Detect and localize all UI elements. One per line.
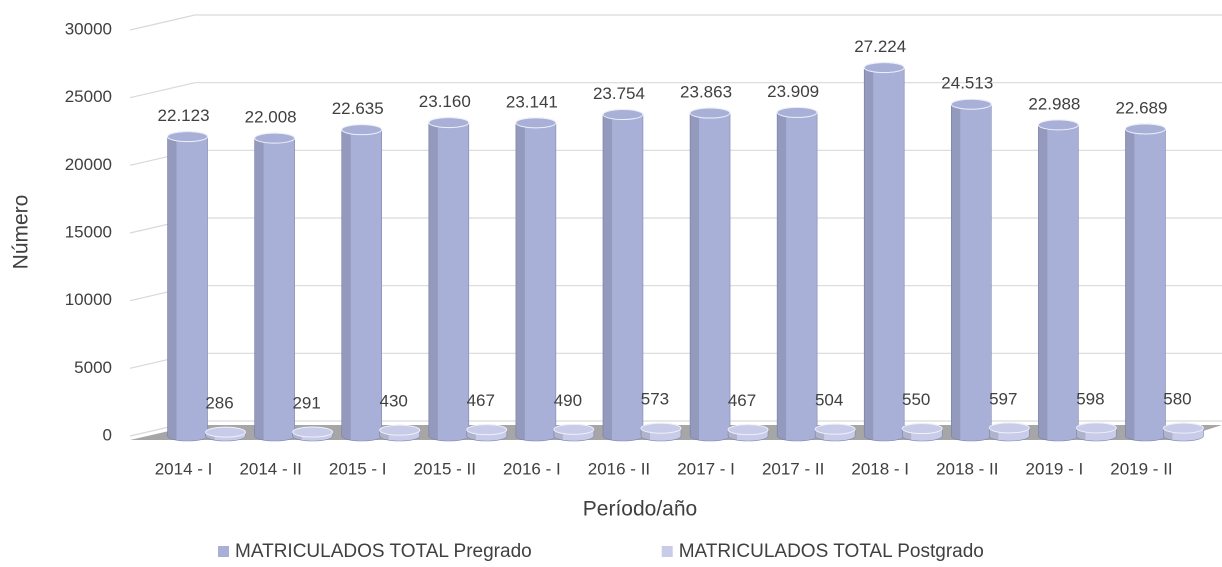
value-label: 22.635 xyxy=(332,99,384,118)
bar-top xyxy=(292,426,334,438)
bar-top xyxy=(1124,123,1166,135)
x-tick-label: 2017 - I xyxy=(677,459,735,478)
value-label: 23.754 xyxy=(593,84,645,103)
bar-shade xyxy=(989,427,999,440)
bar-shade xyxy=(777,112,787,441)
legend-swatch xyxy=(661,546,673,557)
y-axis-title: Número xyxy=(10,195,33,270)
value-label: 22.008 xyxy=(245,108,297,127)
bar-top xyxy=(379,424,421,436)
value-label: 23.160 xyxy=(419,92,471,111)
value-label: 22.689 xyxy=(1115,98,1167,117)
x-tick-label: 2018 - I xyxy=(851,459,909,478)
bar-top xyxy=(1075,422,1117,434)
value-label: 504 xyxy=(815,391,843,410)
value-label: 23.141 xyxy=(506,92,558,111)
bar-top xyxy=(428,117,470,129)
bar-shade xyxy=(690,113,700,440)
y-tick-label: 5000 xyxy=(74,358,112,377)
bar-top xyxy=(341,124,383,136)
x-tick-label: 2018 - II xyxy=(936,459,998,478)
x-tick-label: 2019 - II xyxy=(1110,459,1172,478)
value-label: 23.863 xyxy=(680,83,732,102)
bar-top xyxy=(776,106,818,118)
bar-shade xyxy=(515,122,525,440)
bar-top xyxy=(863,62,905,74)
bar-top xyxy=(254,132,296,144)
y-tick-label: 20000 xyxy=(65,155,112,174)
value-label: 580 xyxy=(1163,390,1191,409)
x-axis-title: Período/año xyxy=(583,498,697,521)
x-tick-label: 2019 - I xyxy=(1026,459,1084,478)
bar-shade xyxy=(640,428,650,440)
value-label: 286 xyxy=(205,394,233,413)
bar-top xyxy=(1037,119,1079,131)
bar-shade xyxy=(602,114,612,440)
value-label: 467 xyxy=(728,391,756,410)
bar-shade xyxy=(1038,124,1048,440)
grid-line xyxy=(129,82,196,99)
bar-top xyxy=(727,424,769,436)
legend-label: MATRICULADOS TOTAL Postgrado xyxy=(679,541,984,562)
bar-shade xyxy=(1076,427,1086,440)
bar-shade xyxy=(254,138,264,441)
legend-label: MATRICULADOS TOTAL Pregrado xyxy=(235,541,532,562)
value-label: 597 xyxy=(989,389,1017,408)
value-label: 27.224 xyxy=(854,37,906,56)
y-tick-label: 25000 xyxy=(65,87,112,106)
bar-top xyxy=(205,426,247,438)
value-label: 490 xyxy=(554,391,582,410)
bar-top xyxy=(901,423,943,435)
bar-top xyxy=(640,422,682,434)
bar-top xyxy=(689,107,731,119)
bar-shade xyxy=(951,104,961,441)
value-label: 24.513 xyxy=(941,74,993,93)
bar-shade xyxy=(1125,128,1135,440)
bar-shade xyxy=(428,122,438,441)
value-label: 573 xyxy=(641,390,669,409)
y-tick-label: 0 xyxy=(103,425,112,444)
bar-shade xyxy=(341,129,351,440)
x-tick-label: 2014 - I xyxy=(155,459,213,478)
value-label: 22.988 xyxy=(1028,94,1080,113)
y-tick-label: 30000 xyxy=(65,19,112,38)
value-label: 467 xyxy=(467,391,495,410)
x-tick-label: 2016 - I xyxy=(503,459,561,478)
value-label: 598 xyxy=(1076,389,1104,408)
bar-top xyxy=(466,424,508,436)
value-label: 23.909 xyxy=(767,82,819,101)
bar-top xyxy=(553,423,595,435)
y-tick-label: 10000 xyxy=(65,290,112,309)
x-tick-label: 2017 - II xyxy=(762,459,824,478)
bar-top xyxy=(988,422,1030,434)
value-label: 291 xyxy=(292,394,320,413)
bar-top xyxy=(602,109,644,121)
value-label: 22.123 xyxy=(158,106,210,125)
x-tick-label: 2015 - I xyxy=(329,459,387,478)
x-tick-label: 2015 - II xyxy=(414,459,476,478)
bar-shade xyxy=(864,67,874,440)
grid-line xyxy=(129,14,196,31)
bar-top xyxy=(167,131,209,143)
bar-shade xyxy=(205,432,215,440)
bar-top xyxy=(515,117,557,129)
y-tick-label: 15000 xyxy=(65,222,112,241)
x-tick-label: 2014 - II xyxy=(239,459,301,478)
legend-swatch xyxy=(218,546,229,557)
bar-top xyxy=(1162,422,1204,434)
bar-shade xyxy=(1163,428,1173,440)
bar-top xyxy=(950,98,992,110)
x-tick-label: 2016 - II xyxy=(588,459,650,478)
value-label: 430 xyxy=(380,392,408,411)
bar-top xyxy=(814,423,856,435)
bar-shade xyxy=(167,136,177,441)
value-label: 550 xyxy=(902,390,930,409)
bar-shade xyxy=(292,432,302,440)
